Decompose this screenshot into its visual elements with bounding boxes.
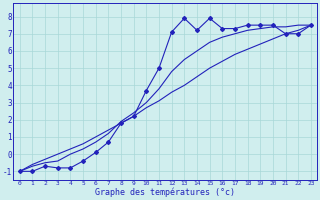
- X-axis label: Graphe des températures (°c): Graphe des températures (°c): [95, 188, 235, 197]
